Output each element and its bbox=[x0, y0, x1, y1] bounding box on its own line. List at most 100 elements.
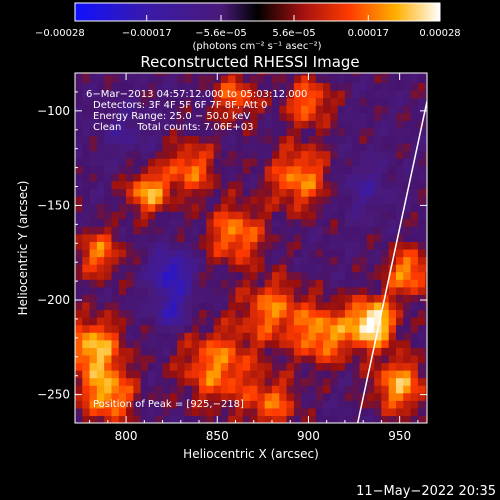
heatmap-cell bbox=[126, 324, 134, 333]
heatmap-cell bbox=[279, 248, 288, 258]
heatmap-cell bbox=[330, 105, 339, 114]
heatmap-cell bbox=[315, 173, 324, 182]
heatmap-cell bbox=[257, 370, 266, 379]
heatmap-cell bbox=[126, 112, 134, 121]
heatmap-cell bbox=[279, 407, 288, 417]
heatmap-cell bbox=[330, 233, 339, 242]
heatmap-cell bbox=[410, 377, 419, 386]
colorbar-tick-label: 5.6e−05 bbox=[272, 28, 315, 39]
heatmap-cell bbox=[403, 195, 412, 205]
heatmap-cell bbox=[184, 127, 193, 137]
heatmap-cell bbox=[147, 264, 156, 273]
heatmap-cell bbox=[242, 112, 251, 121]
heatmap-cell bbox=[133, 150, 142, 159]
heatmap-cell bbox=[264, 407, 273, 417]
heatmap-cell bbox=[235, 150, 244, 159]
heatmap-cell bbox=[410, 211, 419, 220]
heatmap-cell bbox=[293, 392, 302, 401]
heatmap-cell bbox=[206, 256, 215, 265]
heatmap-cell bbox=[206, 286, 215, 295]
heatmap-cell bbox=[257, 271, 266, 280]
heatmap-cell bbox=[308, 211, 317, 220]
heatmap-cell bbox=[315, 150, 324, 159]
heatmap-cell bbox=[286, 165, 295, 174]
heatmap-cell bbox=[177, 256, 186, 265]
heatmap-cell bbox=[220, 195, 229, 205]
heatmap-cell bbox=[118, 188, 127, 197]
heatmap-cell bbox=[118, 324, 127, 333]
heatmap-cell bbox=[82, 127, 91, 137]
heatmap-cell bbox=[133, 135, 142, 144]
heatmap-cell bbox=[177, 173, 186, 182]
heatmap-cell bbox=[75, 301, 83, 311]
heatmap-cell bbox=[330, 73, 339, 76]
heatmap-cell bbox=[308, 112, 317, 121]
heatmap-cell bbox=[118, 332, 127, 341]
heatmap-cell bbox=[264, 135, 273, 144]
heatmap-cell bbox=[82, 165, 91, 174]
heatmap-cell bbox=[250, 226, 258, 235]
heatmap-cell bbox=[169, 97, 178, 106]
heatmap-cell bbox=[82, 180, 91, 190]
heatmap-cell bbox=[293, 180, 302, 190]
heatmap-cell bbox=[177, 105, 186, 114]
heatmap-cell bbox=[352, 90, 361, 99]
heatmap-cell bbox=[425, 415, 427, 423]
heatmap-cell bbox=[301, 218, 310, 227]
heatmap-cell bbox=[89, 112, 98, 121]
heatmap-cell bbox=[118, 279, 127, 288]
heatmap-cell bbox=[111, 294, 120, 303]
colorbar: −0.00028 −0.00017 −5.6e−05 5.6e−05 0.00017 0.… bbox=[35, 2, 461, 52]
heatmap-cell bbox=[381, 248, 390, 258]
heatmap-cell bbox=[89, 218, 98, 227]
y-tick-label: −100 bbox=[37, 104, 70, 118]
heatmap-cell bbox=[337, 279, 346, 288]
heatmap-cell bbox=[293, 74, 302, 84]
heatmap-cell bbox=[330, 90, 339, 99]
heatmap-cell bbox=[89, 301, 98, 311]
heatmap-cell bbox=[323, 188, 331, 197]
heatmap-cell bbox=[250, 294, 258, 303]
heatmap-cell bbox=[279, 309, 288, 318]
heatmap-cell bbox=[403, 226, 412, 235]
heatmap-cell bbox=[425, 256, 427, 265]
heatmap-cell bbox=[381, 347, 390, 356]
heatmap-cell bbox=[425, 400, 427, 409]
heatmap-cell bbox=[220, 264, 229, 273]
heatmap-cell bbox=[199, 203, 207, 212]
heatmap-cell bbox=[403, 90, 412, 99]
heatmap-cell bbox=[301, 286, 310, 295]
heatmap-cell bbox=[82, 407, 91, 417]
heatmap-cell bbox=[323, 233, 331, 242]
heatmap-cell bbox=[250, 286, 258, 295]
heatmap-cell bbox=[279, 317, 288, 326]
heatmap-cell bbox=[220, 294, 229, 303]
heatmap-cell bbox=[147, 279, 156, 288]
heatmap-cell bbox=[359, 385, 368, 394]
heatmap-cell bbox=[242, 370, 251, 379]
heatmap-cell bbox=[344, 264, 353, 273]
heatmap-cell bbox=[184, 180, 193, 190]
heatmap-cell bbox=[184, 407, 193, 417]
heatmap-cell bbox=[82, 143, 91, 152]
heatmap-cell bbox=[257, 392, 266, 401]
heatmap-cell bbox=[395, 264, 404, 273]
heatmap-cell bbox=[323, 347, 331, 356]
heatmap-cell bbox=[410, 150, 419, 159]
heatmap-cell bbox=[242, 150, 251, 159]
heatmap-cell bbox=[162, 301, 171, 311]
heatmap-cell bbox=[410, 415, 419, 423]
heatmap-cell bbox=[184, 150, 193, 159]
heatmap-cell bbox=[118, 97, 127, 106]
heatmap-cell bbox=[228, 173, 237, 182]
heatmap-cell bbox=[308, 317, 317, 326]
heatmap-cell bbox=[191, 354, 200, 364]
heatmap-cell bbox=[126, 188, 134, 197]
heatmap-cell bbox=[118, 203, 127, 212]
heatmap-cell bbox=[286, 211, 295, 220]
x-tick-label: 900 bbox=[297, 429, 320, 443]
heatmap-cell bbox=[381, 188, 390, 197]
heatmap-cell bbox=[118, 73, 127, 76]
heatmap-cell bbox=[147, 301, 156, 311]
heatmap-cell bbox=[177, 248, 186, 258]
